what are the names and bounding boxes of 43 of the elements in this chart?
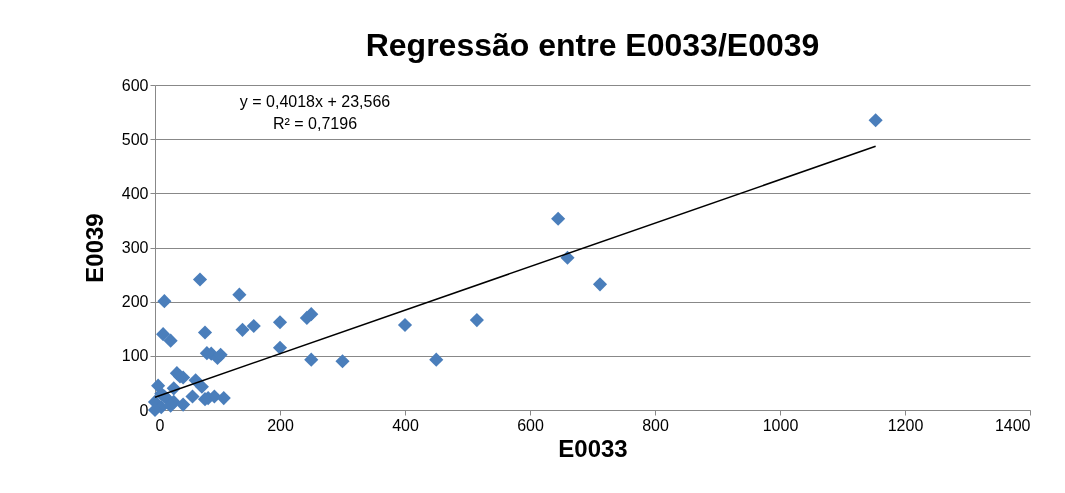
x-tick-label: 800 xyxy=(642,416,669,434)
point xyxy=(157,294,172,309)
y-tick-label: 600 xyxy=(121,76,149,94)
point xyxy=(216,391,231,406)
x-tick-label: 1000 xyxy=(762,416,799,434)
point xyxy=(185,389,200,404)
point xyxy=(551,211,566,226)
y-tick-label: 300 xyxy=(121,239,149,256)
annotation: y = 0,4018x + 23,566 xyxy=(239,93,391,110)
x-axis-title: E0033 xyxy=(558,434,628,462)
x-tick-label: 1200 xyxy=(887,416,924,434)
point xyxy=(197,325,213,340)
x-tick-label: 200 xyxy=(267,416,294,434)
point xyxy=(299,310,314,325)
point xyxy=(335,354,350,369)
point xyxy=(235,322,250,337)
point xyxy=(156,327,171,342)
point xyxy=(176,397,191,412)
x-tick-label: 600 xyxy=(517,416,544,434)
point xyxy=(246,318,261,334)
annotation: R² = 0,7196 xyxy=(272,115,358,132)
point xyxy=(397,317,413,333)
point xyxy=(429,352,444,367)
y-tick-label: 200 xyxy=(121,293,149,311)
x-tick-label: 0 xyxy=(155,416,165,434)
x-tick-label: 1400 xyxy=(994,416,1031,434)
point xyxy=(232,287,247,302)
point xyxy=(304,352,319,367)
y-axis-title: E0039 xyxy=(80,213,108,283)
x-tick-label: 400 xyxy=(392,416,419,434)
point xyxy=(163,333,178,348)
point xyxy=(469,313,484,328)
point xyxy=(272,315,288,330)
point xyxy=(868,113,883,128)
point xyxy=(194,379,209,394)
y-tick-label: 400 xyxy=(121,184,149,202)
y-tick-label: 500 xyxy=(121,130,149,148)
point xyxy=(192,272,208,287)
y-tick-label: 0 xyxy=(139,401,149,419)
y-tick-label: 100 xyxy=(121,347,149,365)
chart-title: Regressão entre E0033/E0039 xyxy=(365,27,820,63)
point xyxy=(592,277,608,292)
point xyxy=(272,340,288,355)
